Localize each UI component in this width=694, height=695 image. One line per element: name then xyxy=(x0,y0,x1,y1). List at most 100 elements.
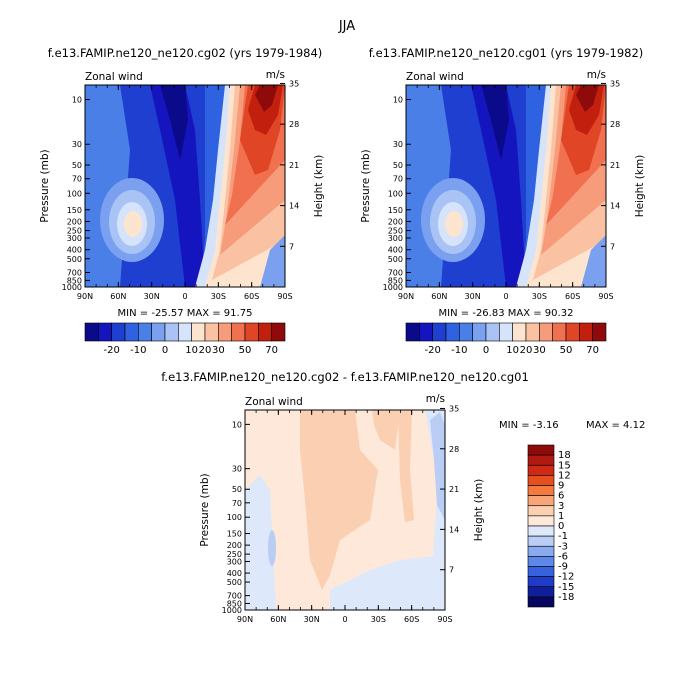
y2-tick-label: 7 xyxy=(610,242,615,251)
colorbar-label: 1 xyxy=(558,511,564,522)
colorbar-box xyxy=(527,576,555,588)
colorbar-label: 50 xyxy=(239,345,252,356)
panel-difference: f.e13.FAMIP.ne120_ne120.cg02 - f.e13.FAM… xyxy=(161,370,645,624)
colorbar-box xyxy=(432,322,447,342)
panel-cg01: f.e13.FAMIP.ne120_ne120.cg01 (yrs 1979-1… xyxy=(360,46,646,356)
colorbar-label: -10 xyxy=(451,345,467,356)
colorbar-label: 70 xyxy=(586,345,599,356)
colorbar-box xyxy=(164,322,179,342)
stats-max: MAX = 4.12 xyxy=(586,420,645,431)
colorbar-label: -9 xyxy=(558,562,568,573)
colorbar-box xyxy=(445,322,460,342)
x-tick-label: 30N xyxy=(465,292,481,301)
x-tick-label: 90N xyxy=(237,615,253,624)
colorbar-box xyxy=(527,464,555,476)
x-tick-label: 60N xyxy=(270,615,286,624)
x-tick-label: 90N xyxy=(77,292,93,301)
colorbar-box xyxy=(258,322,272,342)
colorbar-label: 30 xyxy=(212,345,225,356)
y-tick-label: 50 xyxy=(72,161,82,170)
left-label: Zonal wind xyxy=(245,396,303,408)
y2-tick-label: 35 xyxy=(289,79,299,88)
colorbar-box xyxy=(527,505,555,517)
y2-tick-label: 14 xyxy=(610,202,620,211)
colorbar-box xyxy=(527,596,555,608)
colorbar-box xyxy=(499,322,513,342)
y-tick-label: 200 xyxy=(388,217,403,226)
y2-tick-label: 7 xyxy=(289,242,294,251)
colorbar-box xyxy=(405,322,420,342)
colorbar-label: 50 xyxy=(560,345,573,356)
colorbar-box xyxy=(84,322,99,342)
x-tick-label: 90N xyxy=(398,292,414,301)
y-tick-label: 250 xyxy=(67,227,82,236)
colorbar-label: -3 xyxy=(558,541,568,552)
left-label: Zonal wind xyxy=(85,71,143,83)
y-tick-label: 100 xyxy=(67,189,82,198)
y-tick-label: 30 xyxy=(72,140,82,149)
colorbar-box xyxy=(204,322,219,342)
contour-field xyxy=(85,85,285,287)
colorbar-label: -1 xyxy=(558,531,568,542)
x-tick-label: 90S xyxy=(437,615,452,624)
x-tick-label: 90S xyxy=(277,292,292,301)
colorbar-box xyxy=(527,475,555,486)
y2-axis-label: Height (km) xyxy=(634,155,646,218)
colorbar-label: 10 xyxy=(506,345,519,356)
colorbar-label: -10 xyxy=(130,345,146,356)
colorbar-box xyxy=(527,545,555,557)
y2-tick-label: 21 xyxy=(610,161,620,170)
units-label: m/s xyxy=(266,69,285,81)
y-tick-label: 30 xyxy=(232,465,242,474)
colorbar-box xyxy=(539,322,553,342)
y-tick-label: 50 xyxy=(393,161,403,170)
panel-title: f.e13.FAMIP.ne120_ne120.cg01 (yrs 1979-1… xyxy=(369,46,644,60)
y2-tick-label: 28 xyxy=(449,445,459,454)
x-tick-label: 0 xyxy=(342,615,347,624)
y-tick-label: 70 xyxy=(72,175,82,184)
colorbar-label: 0 xyxy=(162,345,168,356)
y-tick-label: 150 xyxy=(388,206,403,215)
x-tick-label: 30N xyxy=(304,615,320,624)
y-tick-label: 10 xyxy=(72,96,82,105)
y2-tick-label: 21 xyxy=(449,485,459,494)
y-tick-label: 10 xyxy=(393,96,403,105)
x-tick-label: 30S xyxy=(371,615,386,624)
y-tick-label: 700 xyxy=(67,268,82,277)
colorbar-box xyxy=(527,535,555,547)
y2-tick-label: 7 xyxy=(449,566,454,575)
y2-axis-label: Height (km) xyxy=(313,155,325,218)
x-tick-label: 30N xyxy=(144,292,160,301)
colorbar-label: 3 xyxy=(558,501,564,512)
x-tick-label: 0 xyxy=(182,292,187,301)
colorbar-box xyxy=(592,322,607,342)
y2-tick-label: 14 xyxy=(289,202,299,211)
y2-tick-label: 28 xyxy=(289,120,299,129)
y2-tick-label: 21 xyxy=(289,161,299,170)
colorbar-box xyxy=(579,322,593,342)
y-tick-label: 700 xyxy=(227,592,242,601)
y-tick-label: 50 xyxy=(232,485,242,494)
colorbar-box xyxy=(527,454,555,466)
y-tick-label: 700 xyxy=(388,268,403,277)
colorbar-box xyxy=(485,322,500,342)
panel-title: f.e13.FAMIP.ne120_ne120.cg02 (yrs 1979-1… xyxy=(48,46,323,60)
y-tick-label: 850 xyxy=(227,599,242,608)
y-tick-label: 30 xyxy=(393,140,403,149)
colorbar-box xyxy=(459,322,473,342)
y-axis-label: Pressure (mb) xyxy=(199,473,211,546)
y-tick-label: 850 xyxy=(67,276,82,285)
colorbar-box xyxy=(472,322,487,342)
colorbar-label: 20 xyxy=(520,345,533,356)
y-tick-label: 200 xyxy=(227,541,242,550)
x-tick-label: 60N xyxy=(431,292,447,301)
y-tick-label: 500 xyxy=(67,255,82,264)
x-tick-label: 30S xyxy=(211,292,226,301)
panel-cg02: f.e13.FAMIP.ne120_ne120.cg02 (yrs 1979-1… xyxy=(39,46,325,356)
colorbar-box xyxy=(111,322,126,342)
colorbar-box xyxy=(527,444,555,456)
colorbar-label: -6 xyxy=(558,551,568,562)
colorbar-label: 0 xyxy=(558,521,564,532)
colorbar-label: 20 xyxy=(199,345,212,356)
x-tick-label: 60S xyxy=(565,292,580,301)
